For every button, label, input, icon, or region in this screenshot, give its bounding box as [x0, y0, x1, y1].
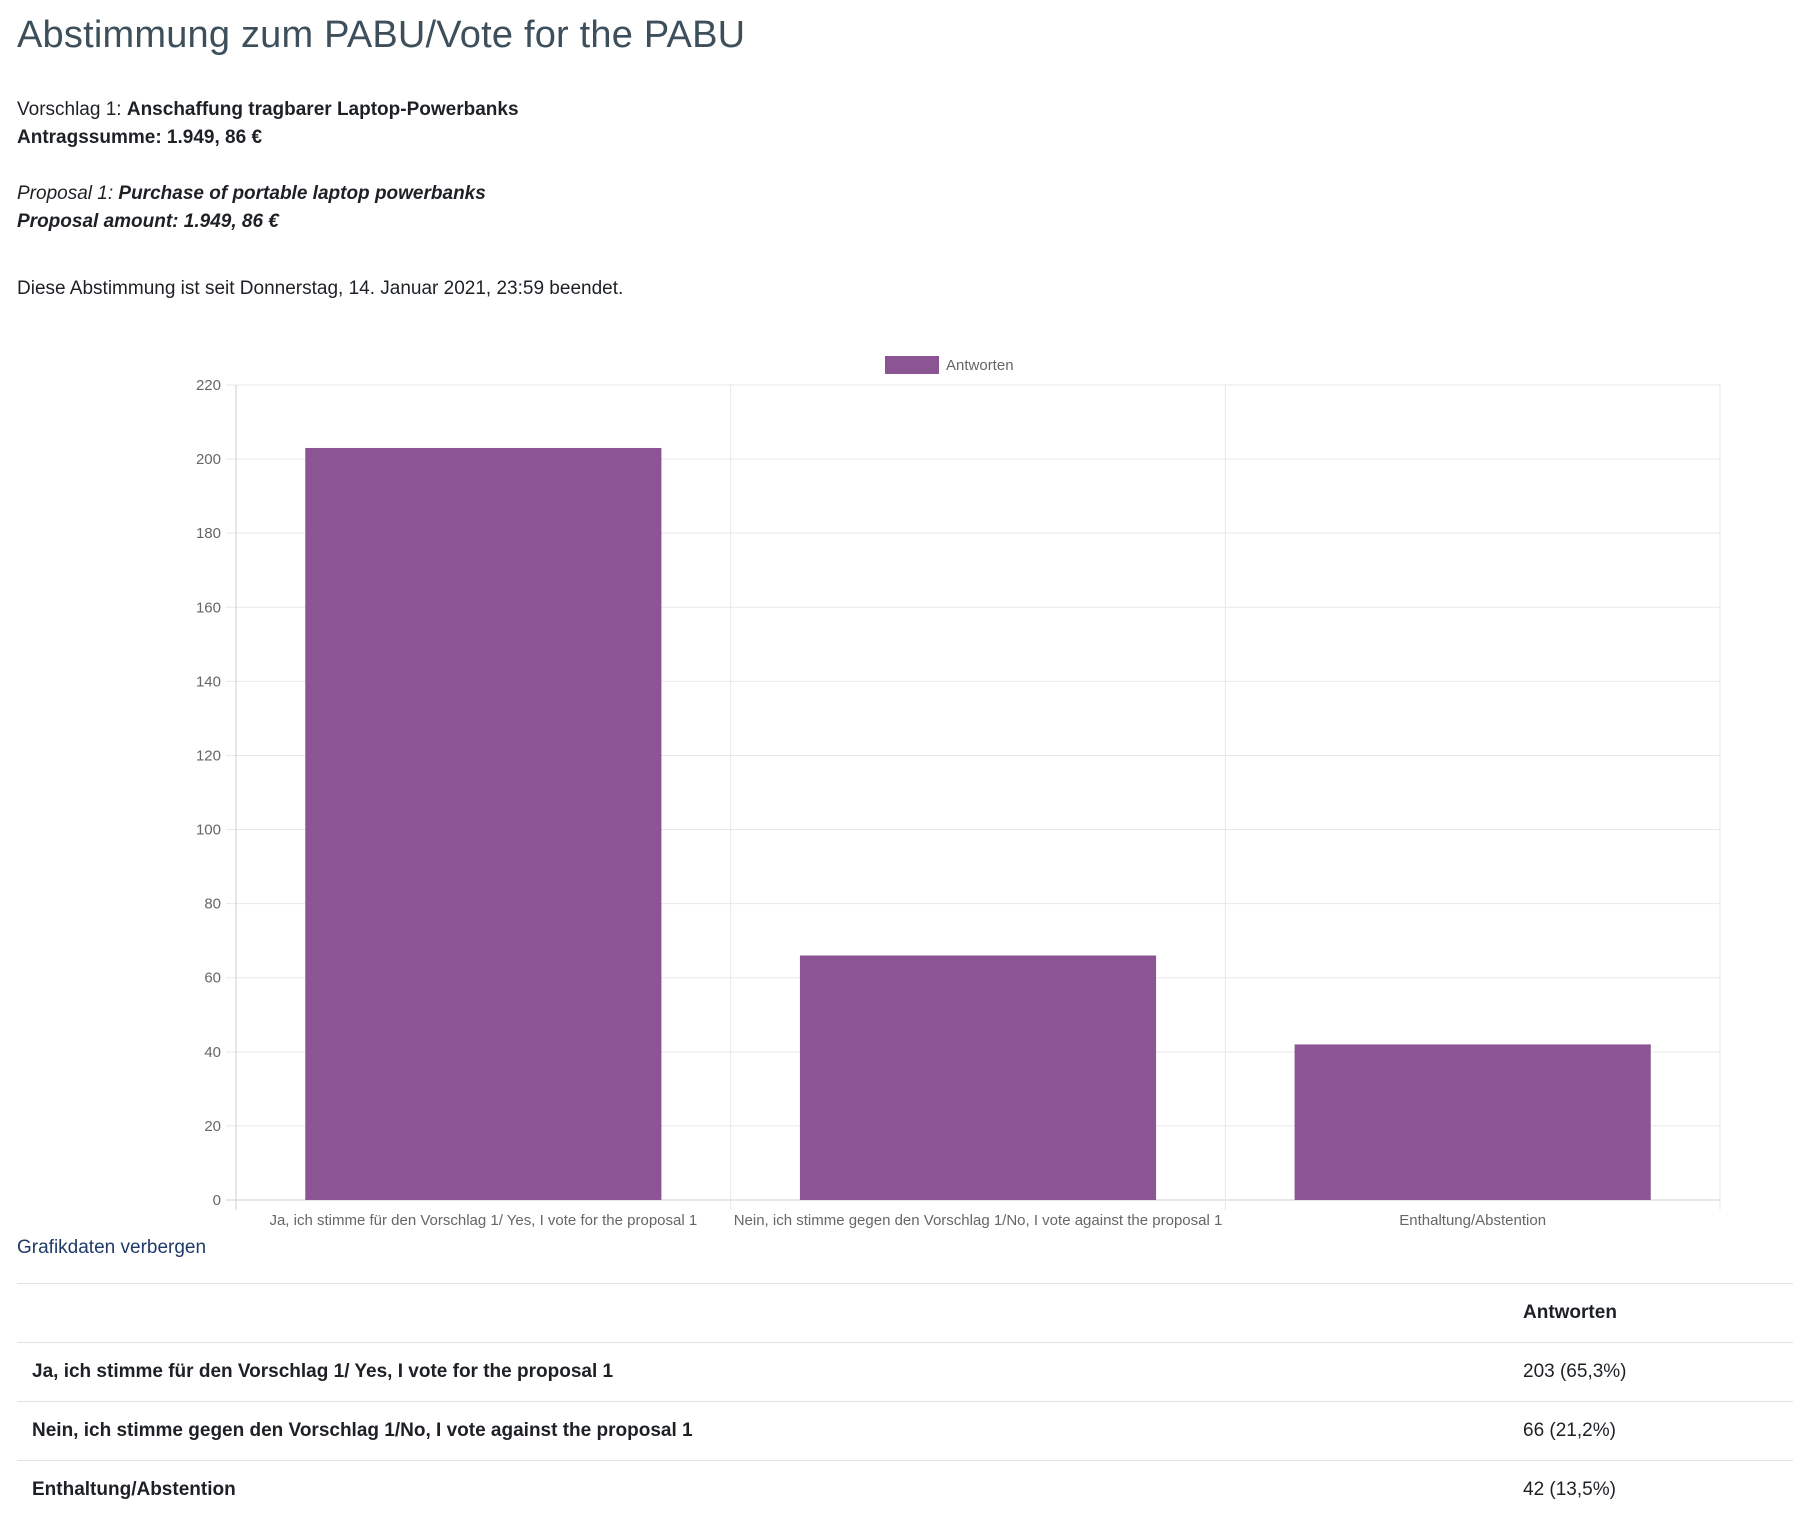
vote-closed-status: Diese Abstimmung ist seit Donnerstag, 14…: [17, 278, 624, 299]
table-row-value: 203 (65,3%): [1508, 1342, 1793, 1402]
y-tick-label: 140: [196, 673, 221, 690]
table-row: Ja, ich stimme für den Vorschlag 1/ Yes,…: [17, 1342, 1793, 1402]
table-header-row: Antworten: [17, 1283, 1793, 1343]
y-tick-label: 0: [213, 1192, 221, 1209]
table-row-label: Ja, ich stimme für den Vorschlag 1/ Yes,…: [17, 1342, 1508, 1402]
table-header-label: [17, 1283, 1508, 1343]
y-tick-label: 60: [204, 970, 221, 987]
y-tick-label: 200: [196, 451, 221, 468]
proposal-de-name: Anschaffung tragbarer Laptop-Powerbanks: [126, 99, 519, 120]
x-tick-label: Nein, ich stimme gegen den Vorschlag 1/N…: [734, 1212, 1223, 1229]
y-tick-label: 120: [196, 747, 221, 764]
proposal-de-prefix: Vorschlag 1:: [17, 99, 122, 120]
y-tick-label: 220: [196, 377, 221, 394]
table-row-value: 42 (13,5%): [1508, 1460, 1793, 1519]
proposal-en-amount-line: Proposal amount: 1.949, 86 €: [17, 208, 1717, 236]
table-row-label: Nein, ich stimme gegen den Vorschlag 1/N…: [17, 1401, 1508, 1461]
table-row-value: 66 (21,2%): [1508, 1401, 1793, 1461]
results-table: Antworten Ja, ich stimme für den Vorschl…: [17, 1283, 1793, 1519]
hide-chart-data-link[interactable]: Grafikdaten verbergen: [17, 1237, 207, 1258]
table-row-label: Enthaltung/Abstention: [17, 1460, 1508, 1519]
proposal-en-name: Purchase of portable laptop powerbanks: [118, 183, 486, 204]
y-tick-label: 40: [204, 1044, 221, 1061]
table-header-answers: Antworten: [1508, 1283, 1793, 1343]
y-tick-label: 160: [196, 599, 221, 616]
table-row: Nein, ich stimme gegen den Vorschlag 1/N…: [17, 1401, 1793, 1461]
page-title: Abstimmung zum PABU/Vote for the PABU: [17, 14, 746, 56]
y-tick-label: 180: [196, 525, 221, 542]
proposal-de-amount: Antragssumme: 1.949, 86 €: [17, 127, 263, 148]
chart-bar: [305, 447, 662, 1200]
proposal-en-prefix: Proposal 1:: [17, 183, 114, 204]
results-bar-chart: 0 20 40 60 80 100 120 140 160 180 200 220 Ja, ich st…: [196, 356, 1721, 1229]
x-tick-label: Enthaltung/Abstention: [1399, 1212, 1546, 1229]
y-tick-label: 20: [204, 1118, 221, 1135]
proposal-en-amount: Proposal amount: 1.949, 86 €: [17, 211, 279, 232]
proposal-de-title-line: Vorschlag 1: Anschaffung tragbarer Lapto…: [17, 96, 1717, 124]
proposal-description: Vorschlag 1: Anschaffung tragbarer Lapto…: [17, 96, 1717, 236]
legend-swatch: [885, 356, 939, 374]
chart-bar: [799, 955, 1157, 1200]
chart-bar: [1294, 1044, 1651, 1200]
proposal-en-title-line: Proposal 1: Purchase of portable laptop …: [17, 180, 1717, 208]
y-tick-label: 100: [196, 822, 221, 839]
table-row: Enthaltung/Abstention 42 (13,5%): [17, 1460, 1793, 1519]
proposal-de-amount-line: Antragssumme: 1.949, 86 €: [17, 124, 1717, 152]
y-tick-label: 80: [204, 896, 221, 913]
results-chart: 0 20 40 60 80 100 120 140 160 180 200 220 Ja, ich st…: [0, 340, 1803, 1230]
x-tick-label: Ja, ich stimme für den Vorschlag 1/ Yes,…: [269, 1212, 697, 1229]
legend-label: Antworten: [946, 357, 1014, 374]
